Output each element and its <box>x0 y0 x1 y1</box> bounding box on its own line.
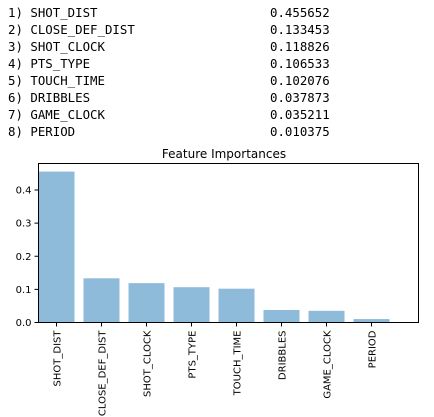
feature-ranking-list: 1) SHOT_DIST 0.455652 2) CLOSE_DEF_DIST 0.… <box>8 4 338 140</box>
bar-game-clock <box>308 310 345 323</box>
y-tick-label: 0.1 <box>16 285 32 296</box>
x-tick-label: PTS_TYPE <box>188 331 199 379</box>
ranking-importance-value: 0.035211 <box>270 107 330 122</box>
bar-group <box>38 171 390 323</box>
ranking-importance-value: 0.102076 <box>270 73 330 88</box>
ranking-importance-value: 0.010375 <box>270 124 330 139</box>
x-tick-label: CLOSE_DEF_DIST <box>98 330 109 417</box>
ranking-row: 8) PERIOD 0.010375 <box>8 123 338 140</box>
ranking-row: 3) SHOT_CLOCK 0.118826 <box>8 38 338 55</box>
y-tick-label: 0.0 <box>16 318 32 329</box>
ranking-feature-name: 2) CLOSE_DEF_DIST <box>8 22 135 37</box>
x-tick-label: SHOT_DIST <box>53 330 64 387</box>
ranking-row: 4) PTS_TYPE 0.106533 <box>8 55 338 72</box>
ranking-row: 7) GAME_CLOCK 0.035211 <box>8 106 338 123</box>
y-tick-label: 0.3 <box>16 219 32 230</box>
x-tick-label: SHOT_CLOCK <box>143 330 154 397</box>
ranking-feature-name: 6) DRIBBLES <box>8 90 91 105</box>
x-tick-label: DRIBBLES <box>278 331 289 381</box>
x-tick-label: TOUCH_TIME <box>233 331 244 397</box>
chart-title: Feature Importances <box>162 147 286 161</box>
plot-frame <box>38 163 419 323</box>
bar-pts-type <box>173 287 210 323</box>
ranking-feature-name: 3) SHOT_CLOCK <box>8 39 105 54</box>
ranking-importance-value: 0.106533 <box>270 56 330 71</box>
ranking-row: 1) SHOT_DIST 0.455652 <box>8 4 338 21</box>
bar-period <box>353 319 390 323</box>
ranking-feature-name: 7) GAME_CLOCK <box>8 107 105 122</box>
x-tick-label: GAME_CLOCK <box>323 330 334 399</box>
ranking-importance-value: 0.133453 <box>270 22 330 37</box>
y-tick-label: 0.4 <box>16 186 32 197</box>
bar-shot-clock <box>128 283 165 323</box>
ranking-feature-name: 8) PERIOD <box>8 124 76 139</box>
y-tick-label: 0.2 <box>16 252 32 263</box>
ranking-importance-value: 0.037873 <box>270 90 330 105</box>
bar-close-def-dist <box>83 278 120 323</box>
x-axis: SHOT_DIST CLOSE_DEF_DIST SHOT_CLOCK PTS_TYP… <box>53 322 379 417</box>
ranking-row: 6) DRIBBLES 0.037873 <box>8 89 338 106</box>
ranking-importance-value: 0.455652 <box>270 5 330 20</box>
bar-shot-dist <box>38 171 75 323</box>
ranking-feature-name: 5) TOUCH_TIME <box>8 73 105 88</box>
bar-dribbles <box>263 309 300 323</box>
bar-touch-time <box>218 288 255 323</box>
ranking-feature-name: 1) SHOT_DIST <box>8 5 98 20</box>
feature-importance-chart: Feature Importances 0.0 0.1 0.2 0.3 0.4 SHOT… <box>16 147 419 417</box>
ranking-importance-value: 0.118826 <box>270 39 330 54</box>
x-tick-label: PERIOD <box>368 330 379 368</box>
ranking-feature-name: 4) PTS_TYPE <box>8 56 91 71</box>
ranking-row: 2) CLOSE_DEF_DIST 0.133453 <box>8 21 338 38</box>
ranking-row: 5) TOUCH_TIME 0.102076 <box>8 72 338 89</box>
y-axis: 0.0 0.1 0.2 0.3 0.4 <box>16 186 39 329</box>
